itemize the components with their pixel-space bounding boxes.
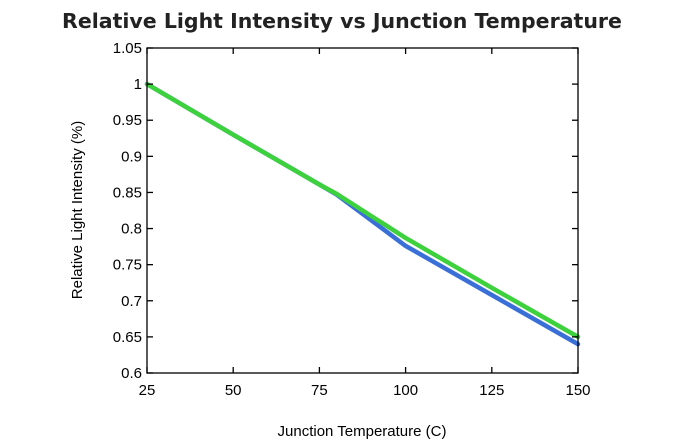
chart-title: Relative Light Intensity vs Junction Tem… xyxy=(62,9,622,33)
y-tick-label: 0.85 xyxy=(113,184,142,201)
x-tick-label: 75 xyxy=(311,382,328,399)
x-tick-label: 150 xyxy=(565,382,590,399)
series-line-2 xyxy=(144,81,581,340)
y-axis-label: Relative Light Intensity (%) xyxy=(69,121,86,299)
ticks: 25 50 75 100 125 150 0.6 0.65 0.7 0.75 0.8 0.85 0.9 0… xyxy=(113,40,591,399)
y-tick-label: 0.8 xyxy=(121,221,142,238)
plot-frame xyxy=(146,47,579,374)
y-tick-label: 1.05 xyxy=(113,40,142,57)
x-tick-label: 25 xyxy=(139,382,156,399)
y-tick-label: 0.65 xyxy=(113,329,142,346)
y-tick-label: 0.95 xyxy=(113,112,142,129)
x-tick-label: 100 xyxy=(393,382,418,399)
x-axis-label: Junction Temperature (C) xyxy=(278,423,447,440)
series-layer xyxy=(144,81,581,347)
y-tick-label: 0.6 xyxy=(121,365,142,382)
y-tick-label: 1 xyxy=(134,76,142,93)
y-tick-label: 0.9 xyxy=(121,148,142,165)
y-tick-label: 0.7 xyxy=(121,293,142,310)
y-tick-label: 0.75 xyxy=(113,257,142,274)
x-tick-label: 125 xyxy=(479,382,504,399)
x-tick-label: 50 xyxy=(225,382,242,399)
